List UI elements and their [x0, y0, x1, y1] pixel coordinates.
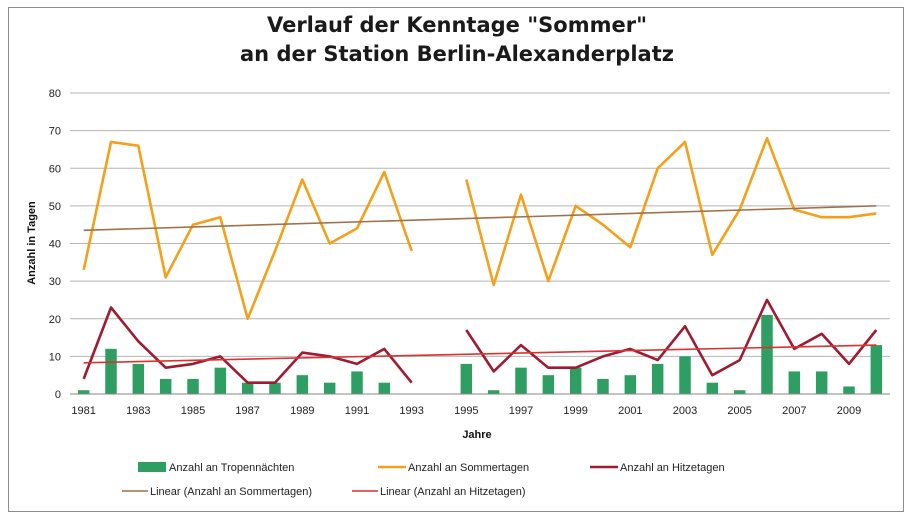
bar-tropennaechte — [323, 382, 336, 394]
x-tick-label: 1981 — [71, 405, 95, 417]
x-axis-title: Jahre — [462, 429, 491, 441]
bar-tropennaechte — [77, 390, 90, 394]
legend-label: Linear (Anzahl an Sommertagen) — [150, 486, 312, 498]
bar-tropennaechte — [159, 378, 172, 394]
chart-title-line-2: an der Station Berlin-Alexanderplatz — [240, 42, 674, 66]
x-tick-label: 1985 — [181, 405, 205, 417]
bar-tropennaechte — [460, 363, 473, 394]
x-tick-label: 1997 — [509, 405, 533, 417]
x-tick-label: 1987 — [235, 405, 259, 417]
chart-title-line-1: Verlauf der Kenntage "Sommer" — [266, 13, 648, 37]
legend-label: Anzahl an Hitzetagen — [620, 462, 725, 474]
y-tick-label: 0 — [55, 389, 61, 401]
y-tick-label: 70 — [49, 126, 61, 138]
bar-tropennaechte — [733, 390, 746, 394]
line-hitzetage — [82, 298, 878, 384]
y-tick-label: 20 — [49, 314, 61, 326]
trend-sommertage — [83, 205, 877, 232]
chart-frame — [8, 7, 904, 512]
bar-tropennaechte — [843, 386, 855, 394]
y-tick-label: 30 — [49, 276, 61, 288]
bar-tropennaechte — [542, 375, 555, 394]
legend: Anzahl an Tropennächten Anzahl an Sommert… — [122, 462, 725, 498]
chart-title: Verlauf der Kenntage "Sommer" an der Sta… — [0, 11, 914, 69]
x-tick-label: 1995 — [454, 405, 478, 417]
bar-series — [77, 314, 883, 394]
y-tick-label: 60 — [49, 163, 61, 175]
bar-tropennaechte — [761, 314, 773, 394]
legend-label: Linear (Anzahl an Hitzetagen) — [380, 486, 526, 498]
x-tick-label: 2009 — [837, 405, 861, 417]
bar-tropennaechte — [569, 367, 582, 394]
bar-tropennaechte — [870, 345, 883, 394]
bar-tropennaechte — [597, 378, 609, 394]
x-tick-label: 2001 — [618, 405, 642, 417]
legend-swatch — [138, 462, 166, 472]
bar-tropennaechte — [651, 363, 664, 394]
bar-tropennaechte — [241, 382, 254, 394]
bar-tropennaechte — [788, 371, 801, 394]
x-tick-label: 1989 — [290, 405, 314, 417]
bar-tropennaechte — [187, 378, 199, 394]
bar-tropennaechte — [214, 367, 227, 394]
bar-tropennaechte — [706, 382, 719, 394]
gridlines — [70, 92, 890, 357]
line-sommertage — [82, 136, 877, 321]
legend-label: Anzahl an Tropennächten — [169, 462, 294, 474]
x-tick-label: 1993 — [399, 405, 423, 417]
y-tick-label: 80 — [49, 88, 61, 100]
bar-tropennaechte — [624, 375, 637, 394]
trend-hitzetage — [83, 344, 877, 364]
x-tick-label: 2005 — [727, 405, 751, 417]
y-axis-title: Anzahl in Tagen — [26, 201, 38, 285]
x-axis-ticks: 1981 1983 1985 1987 1989 1991 1993 1995 1997 1999… — [71, 405, 861, 417]
bar-tropennaechte — [269, 382, 281, 394]
y-tick-label: 10 — [49, 351, 61, 363]
bar-tropennaechte — [487, 390, 500, 394]
x-tick-label: 1991 — [345, 405, 369, 417]
legend-label: Anzahl an Sommertagen — [408, 462, 529, 474]
x-tick-label: 1999 — [563, 405, 587, 417]
bar-tropennaechte — [515, 367, 527, 394]
bar-tropennaechte — [105, 348, 117, 394]
bar-tropennaechte — [351, 371, 363, 394]
y-tick-label: 50 — [49, 201, 61, 213]
bar-tropennaechte — [132, 363, 145, 394]
y-tick-label: 40 — [49, 239, 61, 251]
bar-tropennaechte — [296, 375, 309, 394]
bar-tropennaechte — [679, 356, 691, 394]
bar-tropennaechte — [815, 371, 828, 394]
line-series — [82, 136, 878, 384]
bar-tropennaechte — [378, 382, 391, 394]
x-tick-label: 1983 — [126, 405, 150, 417]
x-tick-label: 2003 — [673, 405, 697, 417]
x-tick-label: 2007 — [782, 405, 806, 417]
y-axis-ticks: 0 10 20 30 40 50 60 70 80 — [49, 88, 61, 401]
